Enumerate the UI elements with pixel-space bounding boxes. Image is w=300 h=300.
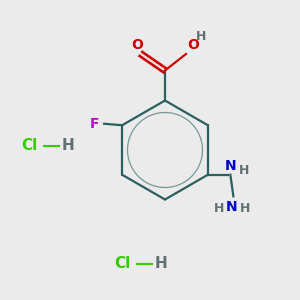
Text: Cl: Cl	[114, 256, 130, 272]
Text: H: H	[196, 30, 206, 43]
Text: Cl: Cl	[21, 138, 37, 153]
Text: H: H	[61, 138, 74, 153]
Text: H: H	[154, 256, 167, 272]
Text: H: H	[213, 202, 224, 215]
Text: O: O	[131, 38, 143, 52]
Text: H: H	[240, 202, 250, 215]
Text: F: F	[89, 117, 99, 131]
Text: N: N	[226, 200, 238, 214]
Text: N: N	[225, 159, 236, 173]
Text: H: H	[239, 164, 249, 177]
Text: O: O	[188, 38, 200, 52]
